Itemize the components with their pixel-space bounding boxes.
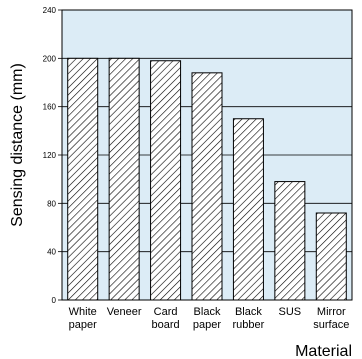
x-axis-title: Material (295, 343, 352, 359)
x-tick-label: surface (313, 319, 349, 331)
x-tick-label: White (69, 306, 97, 318)
bar (191, 72, 223, 301)
y-axis-ticks: 0 40 80 120 160 200 240 (43, 6, 62, 305)
y-tick-label: 80 (47, 199, 56, 208)
x-tick-label: Black (235, 306, 262, 318)
plot-frame (61, 9, 353, 301)
bar (274, 181, 306, 301)
bar (108, 57, 140, 301)
bar (315, 212, 347, 301)
x-tick-label: paper (193, 319, 221, 331)
y-axis-title: Sensing distance (mm) (9, 63, 26, 227)
y-tick-label: 200 (43, 54, 57, 63)
y-tick-label: 0 (52, 296, 57, 305)
x-tick-label: SUS (279, 306, 302, 318)
y-tick-label: 240 (43, 6, 57, 15)
bar (67, 57, 99, 301)
y-tick-label: 160 (43, 103, 57, 112)
x-tick-label: Card (154, 306, 178, 318)
bar (150, 60, 182, 301)
y-tick-label: 40 (47, 248, 56, 257)
y-tick-label: 120 (43, 151, 57, 160)
x-tick-label: Black (194, 306, 221, 318)
x-tick-label: board (152, 319, 180, 331)
x-tick-label: paper (69, 319, 97, 331)
x-tick-label: Mirror (317, 306, 346, 318)
x-tick-label: Veneer (107, 306, 142, 318)
bar (232, 118, 264, 301)
x-tick-label: rubber (233, 319, 265, 331)
